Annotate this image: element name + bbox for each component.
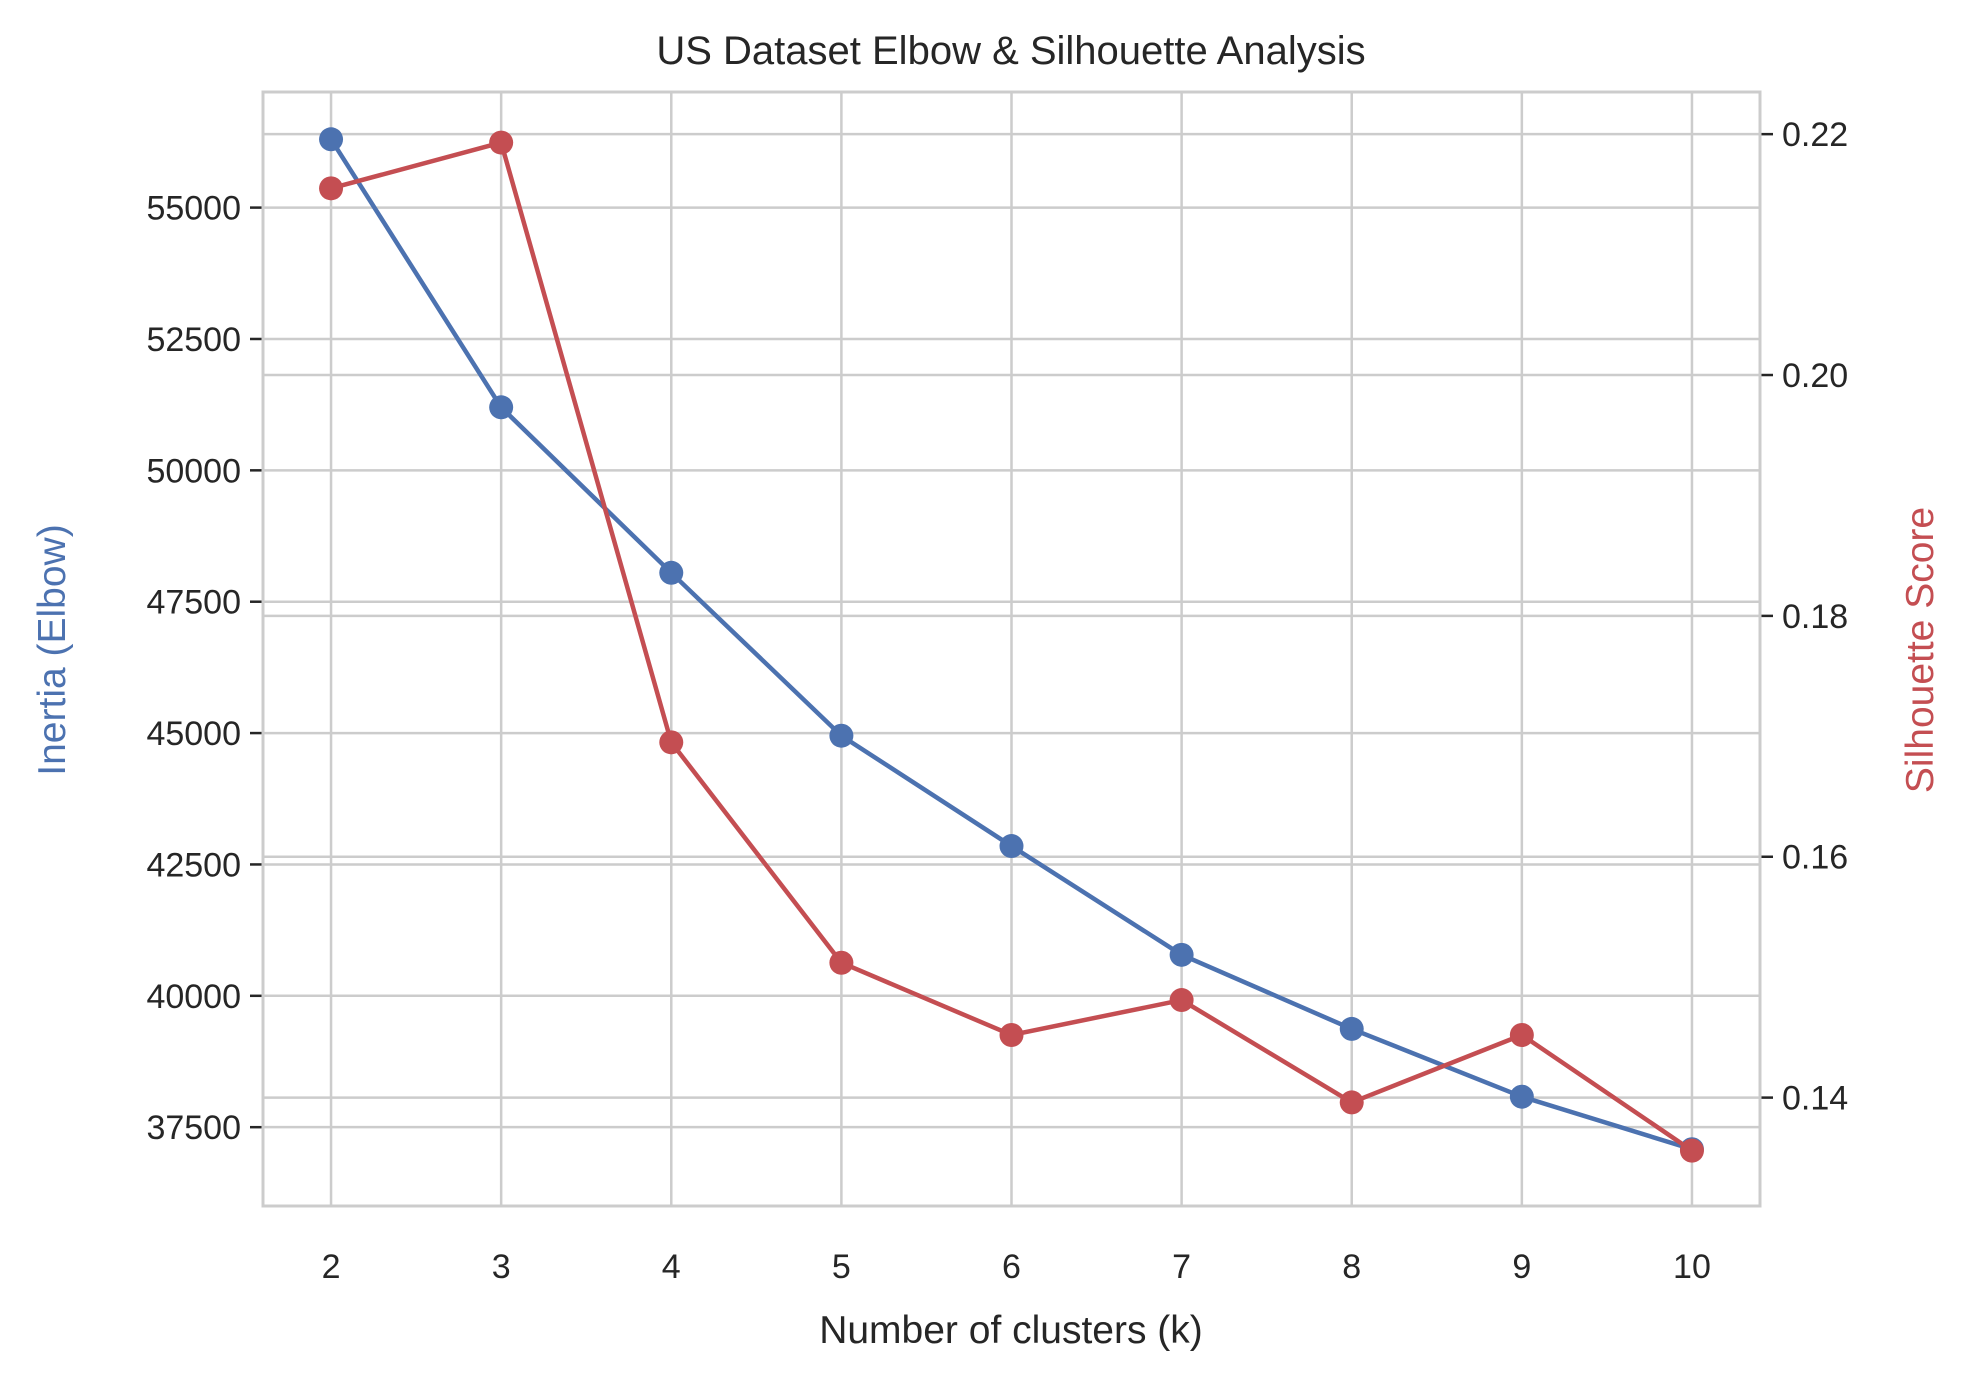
series-layer xyxy=(319,127,1704,1163)
x-tick-label: 9 xyxy=(1512,1248,1531,1286)
series-right-axis xyxy=(319,130,1704,1163)
left-y-tick-label: 52500 xyxy=(146,321,241,359)
left-y-tick-labels: 37500 40000 42500 45000 47500 50000 52500 55000 xyxy=(146,190,241,1148)
right-y-tick-label: 0.16 xyxy=(1782,839,1848,877)
data-point xyxy=(1169,988,1194,1013)
data-point xyxy=(1339,1090,1364,1115)
right-y-tick-label: 0.18 xyxy=(1782,598,1848,636)
x-grid xyxy=(329,92,1694,1206)
left-y-tick-label: 40000 xyxy=(146,978,241,1016)
left-y-tick-label: 50000 xyxy=(146,452,241,490)
data-point xyxy=(319,176,344,201)
left-y-tick-label: 47500 xyxy=(146,584,241,622)
x-tick-label: 3 xyxy=(492,1248,511,1286)
right-y-grid xyxy=(263,132,1773,1099)
x-tick-label: 5 xyxy=(832,1248,851,1286)
data-point xyxy=(319,127,344,152)
left-y-axis-label: Inertia (Elbow) xyxy=(31,524,74,775)
left-y-tick-label: 45000 xyxy=(146,715,241,753)
data-point xyxy=(829,723,854,748)
data-point xyxy=(1169,942,1194,967)
data-point xyxy=(999,1022,1024,1047)
x-tick-label: 7 xyxy=(1172,1248,1191,1286)
data-point xyxy=(1679,1138,1704,1163)
x-tick-label: 8 xyxy=(1342,1248,1361,1286)
data-point xyxy=(659,560,684,585)
right-y-axis-label: Silhouette Score xyxy=(1899,507,1942,793)
x-tick-labels: 2 3 4 5 6 7 8 9 10 xyxy=(322,1248,1711,1286)
chart-title: US Dataset Elbow & Silhouette Analysis xyxy=(656,29,1365,73)
data-point xyxy=(1509,1084,1534,1109)
left-y-tick-label: 37500 xyxy=(146,1109,241,1147)
left-y-tick-label: 55000 xyxy=(146,190,241,228)
right-y-tick-label: 0.22 xyxy=(1782,116,1848,154)
data-point xyxy=(829,950,854,975)
right-y-tick-label: 0.20 xyxy=(1782,357,1848,395)
x-tick-label: 2 xyxy=(322,1248,341,1286)
data-point xyxy=(489,395,514,420)
data-point xyxy=(999,834,1024,859)
plot-frame xyxy=(261,90,1762,1208)
x-tick-label: 6 xyxy=(1002,1248,1021,1286)
data-point xyxy=(1339,1016,1364,1041)
left-y-grid xyxy=(250,206,1760,1129)
x-tick-label: 4 xyxy=(662,1248,681,1286)
data-point xyxy=(1509,1022,1534,1047)
data-point xyxy=(489,130,514,155)
right-y-tick-labels: 0.14 0.16 0.18 0.20 0.22 xyxy=(1782,116,1848,1117)
right-y-tick-label: 0.14 xyxy=(1782,1080,1848,1118)
x-axis-label: Number of clusters (k) xyxy=(819,1309,1203,1352)
x-tick-label: 10 xyxy=(1673,1248,1711,1286)
left-y-tick-label: 42500 xyxy=(146,846,241,884)
series-left-axis xyxy=(319,127,1704,1162)
data-point xyxy=(659,730,684,755)
